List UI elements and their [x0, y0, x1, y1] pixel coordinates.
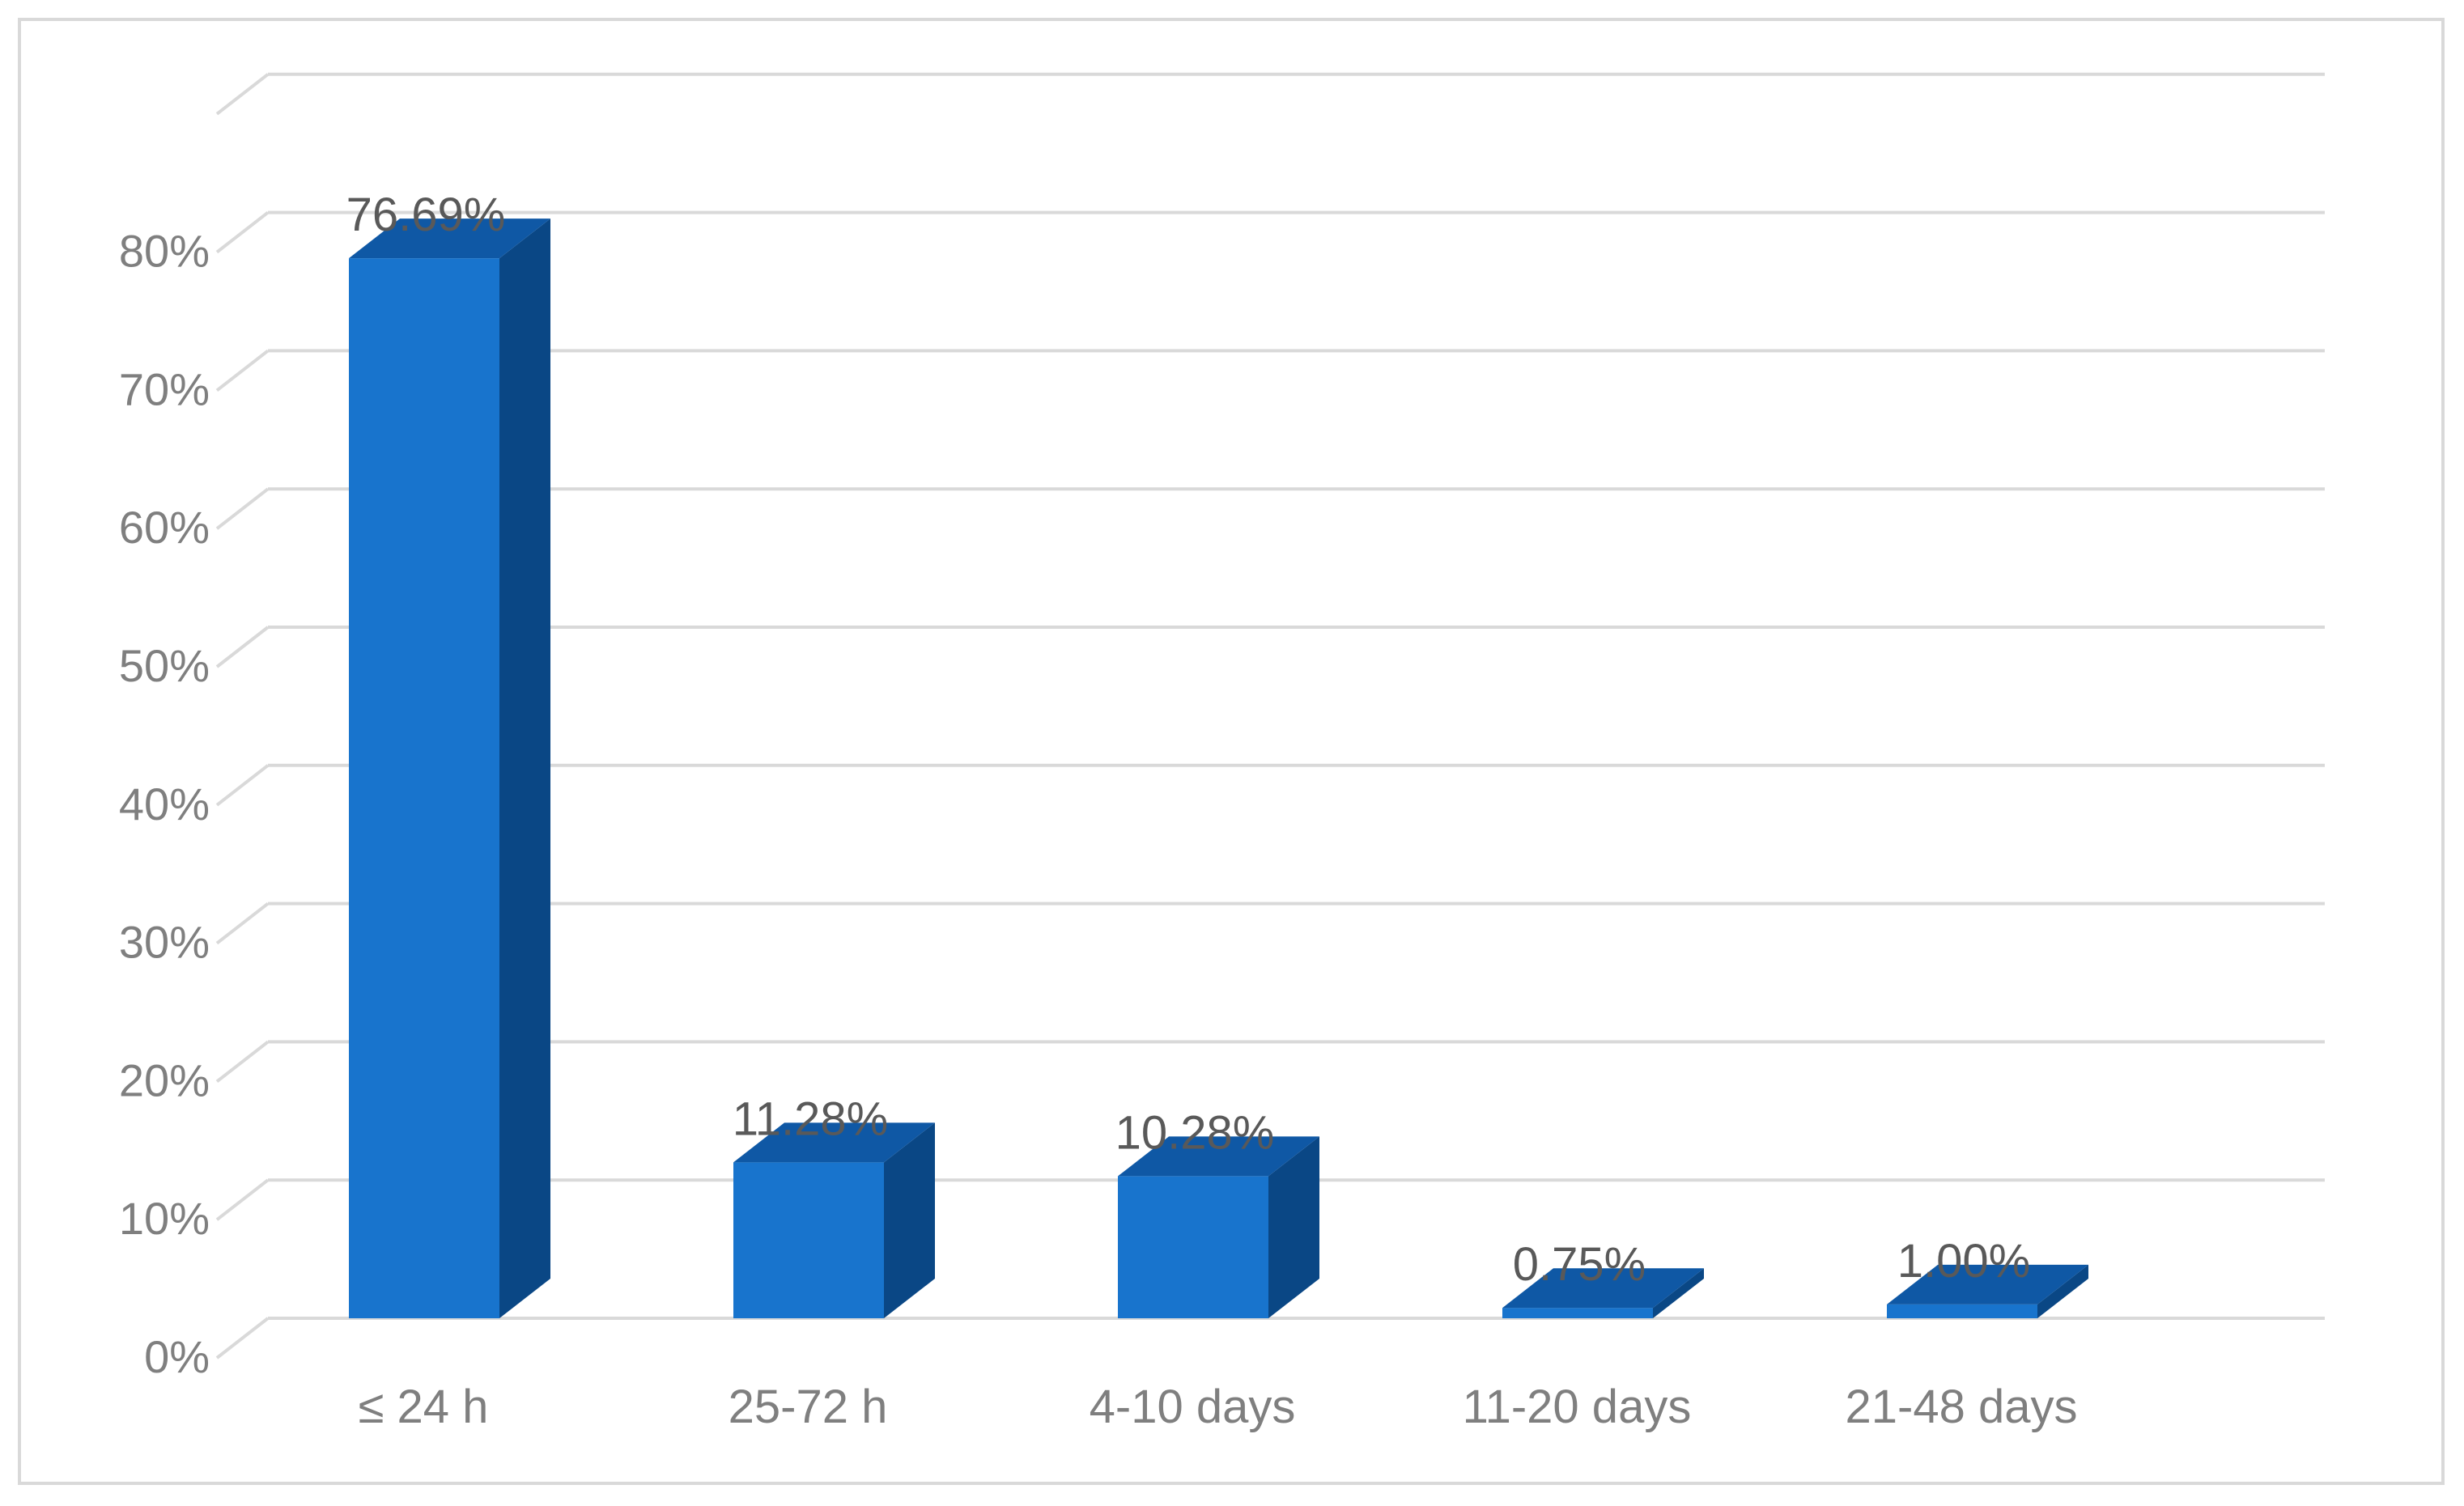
bar-front-face: [733, 1162, 884, 1318]
gridline-diagonal: [215, 764, 270, 807]
y-axis-tick-labels: 0% 10% 20% 30% 40% 50% 60% 70% 80%: [119, 226, 210, 1382]
y-tick-label: 20%: [119, 1054, 210, 1105]
y-tick-label: 30%: [119, 917, 210, 968]
bar-front-face: [349, 258, 499, 1319]
x-category-label: 11-20 days: [1463, 1381, 1692, 1433]
gridline-diagonal: [215, 211, 270, 254]
bar-top-face: [1118, 1136, 1319, 1177]
bar: [733, 1122, 935, 1318]
y-tick-label: 0%: [144, 1331, 210, 1382]
y-tick-label: 70%: [119, 363, 210, 414]
bar-top-face: [349, 218, 550, 259]
gridline-diagonal: [215, 73, 270, 116]
y-tick-label: 50%: [119, 640, 210, 691]
bar: [1887, 1264, 2088, 1318]
gridline-diagonal: [215, 626, 270, 668]
y-tick-label: 10%: [119, 1193, 210, 1244]
data-label: 11.28%: [733, 1092, 888, 1145]
bar-side-face: [2037, 1264, 2088, 1318]
bar-front-face: [1887, 1304, 2037, 1318]
bar: [349, 218, 550, 1319]
x-category-label: 25-72 h: [729, 1381, 888, 1433]
bar: [1502, 1268, 1704, 1318]
bar-side-face: [499, 218, 550, 1319]
bar-side-face: [1268, 1136, 1319, 1318]
data-label: 0.75%: [1513, 1238, 1646, 1291]
y-tick-label: 80%: [119, 226, 210, 277]
data-label: 1.00%: [1897, 1235, 2030, 1288]
bar-top-face: [1887, 1264, 2088, 1304]
bar-front-face: [1502, 1308, 1653, 1318]
gridline-diagonal: [215, 1178, 270, 1221]
bar-chart: 0% 10% 20% 30% 40% 50% 60% 70% 80% ≤ 24 h 25-72 h…: [119, 72, 2325, 1433]
gridlines: [215, 72, 2325, 1360]
x-category-label: ≤ 24 h: [359, 1381, 489, 1433]
bar-side-face: [1653, 1268, 1704, 1318]
x-category-label: 4-10 days: [1090, 1381, 1296, 1433]
bar: [1118, 1136, 1319, 1318]
gridline-diagonal: [215, 349, 270, 392]
x-axis-category-labels: ≤ 24 h 25-72 h 4-10 days 11-20 days 21-48 da…: [359, 1381, 2078, 1433]
gridline-diagonal: [215, 902, 270, 945]
y-tick-label: 40%: [119, 778, 210, 829]
y-tick-label: 60%: [119, 502, 210, 553]
data-labels: 76.69% 11.28% 10.28% 0.75% 1.00%: [346, 189, 2031, 1291]
gridline-diagonal: [215, 1317, 270, 1360]
data-label: 10.28%: [1115, 1106, 1275, 1159]
data-label: 76.69%: [346, 189, 506, 241]
x-category-label: 21-48 days: [1846, 1381, 2078, 1433]
bars: [349, 218, 2088, 1319]
bar-top-face: [733, 1122, 935, 1163]
bar-top-face: [1502, 1268, 1704, 1309]
bar-front-face: [1118, 1176, 1268, 1318]
gridline-diagonal: [215, 487, 270, 530]
gridline-diagonal: [215, 1040, 270, 1083]
bar-side-face: [884, 1122, 935, 1318]
chart-frame: 0% 10% 20% 30% 40% 50% 60% 70% 80% ≤ 24 h 25-72 h…: [18, 18, 2445, 1485]
